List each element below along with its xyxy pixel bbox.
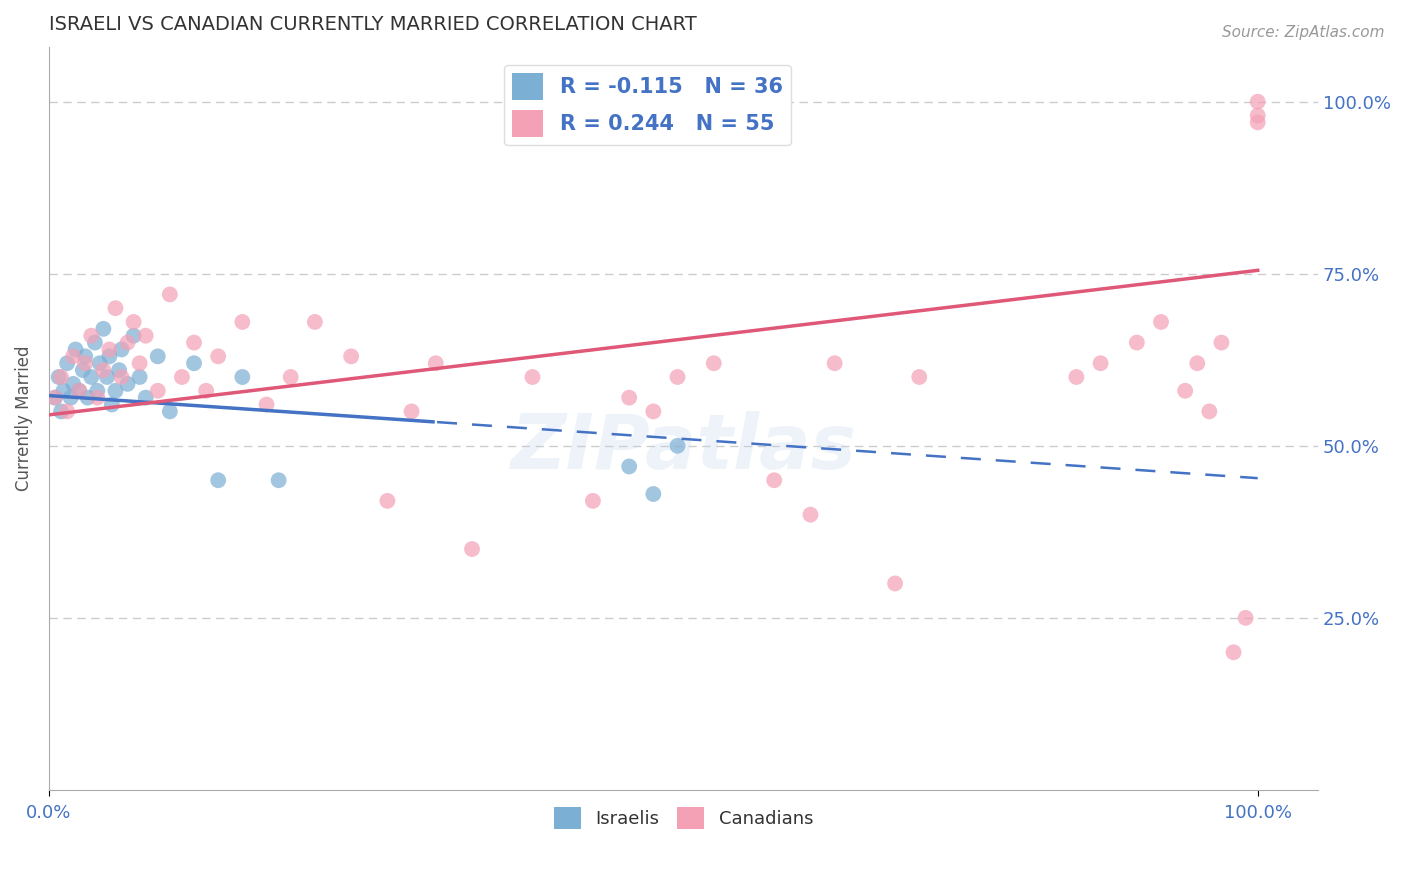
Point [377, 494, 399, 508]
Point [98, 343, 121, 357]
Y-axis label: Currently Married: Currently Married [15, 345, 32, 491]
Point [76, 391, 98, 405]
Point [56, 356, 79, 370]
Point [1150, 315, 1173, 329]
Point [170, 370, 193, 384]
Point [1222, 645, 1244, 659]
Point [80, 328, 103, 343]
Point [1066, 370, 1088, 384]
Point [128, 356, 150, 370]
Point [135, 328, 157, 343]
Point [52, 384, 75, 398]
Point [231, 370, 253, 384]
Point [1247, 108, 1270, 122]
Point [86, 391, 108, 405]
Point [207, 349, 229, 363]
Point [128, 370, 150, 384]
Point [104, 301, 127, 315]
Point [582, 494, 605, 508]
Point [304, 315, 326, 329]
Point [461, 542, 484, 557]
Point [104, 384, 127, 398]
Point [425, 356, 447, 370]
Point [44, 391, 66, 405]
Point [1198, 404, 1220, 418]
Point [207, 473, 229, 487]
Point [340, 349, 363, 363]
Point [1187, 356, 1209, 370]
Point [65, 343, 87, 357]
Point [110, 343, 132, 357]
Point [183, 356, 205, 370]
Point [72, 363, 94, 377]
Point [49, 404, 72, 418]
Point [122, 315, 145, 329]
Point [146, 349, 169, 363]
Point [159, 404, 181, 418]
Point [183, 335, 205, 350]
Point [703, 356, 725, 370]
Point [96, 370, 118, 384]
Point [75, 356, 97, 370]
Point [93, 363, 115, 377]
Point [67, 384, 90, 398]
Point [522, 370, 544, 384]
Text: ISRAELI VS CANADIAN CURRENTLY MARRIED CORRELATION CHART: ISRAELI VS CANADIAN CURRENTLY MARRIED CO… [49, 15, 697, 34]
Point [617, 459, 640, 474]
Point [280, 370, 302, 384]
Point [98, 349, 121, 363]
Point [75, 349, 97, 363]
Point [62, 376, 84, 391]
Text: ZIPatlas: ZIPatlas [510, 411, 856, 485]
Point [666, 439, 689, 453]
Point [267, 473, 290, 487]
Point [1247, 95, 1270, 109]
Point [824, 356, 846, 370]
Point [101, 398, 124, 412]
Point [83, 335, 105, 350]
Point [93, 322, 115, 336]
Point [135, 391, 157, 405]
Point [67, 384, 90, 398]
Point [1234, 611, 1257, 625]
Point [80, 370, 103, 384]
Point [1247, 115, 1270, 129]
Text: Source: ZipAtlas.com: Source: ZipAtlas.com [1222, 25, 1385, 40]
Point [1211, 335, 1233, 350]
Point [44, 391, 66, 405]
Legend: Israelis, Canadians: Israelis, Canadians [547, 800, 821, 837]
Point [666, 370, 689, 384]
Point [231, 315, 253, 329]
Point [48, 370, 70, 384]
Point [56, 404, 79, 418]
Point [617, 391, 640, 405]
Point [908, 370, 931, 384]
Point [884, 576, 907, 591]
Point [1090, 356, 1112, 370]
Point [110, 370, 132, 384]
Point [108, 363, 131, 377]
Point [763, 473, 786, 487]
Point [643, 404, 665, 418]
Point [195, 384, 218, 398]
Point [117, 376, 139, 391]
Point [643, 487, 665, 501]
Point [799, 508, 821, 522]
Point [59, 391, 82, 405]
Point [86, 384, 108, 398]
Point [159, 287, 181, 301]
Point [1126, 335, 1149, 350]
Point [1174, 384, 1197, 398]
Point [117, 335, 139, 350]
Point [62, 349, 84, 363]
Point [146, 384, 169, 398]
Point [122, 328, 145, 343]
Point [401, 404, 423, 418]
Point [256, 398, 278, 412]
Point [49, 370, 72, 384]
Point [89, 356, 111, 370]
